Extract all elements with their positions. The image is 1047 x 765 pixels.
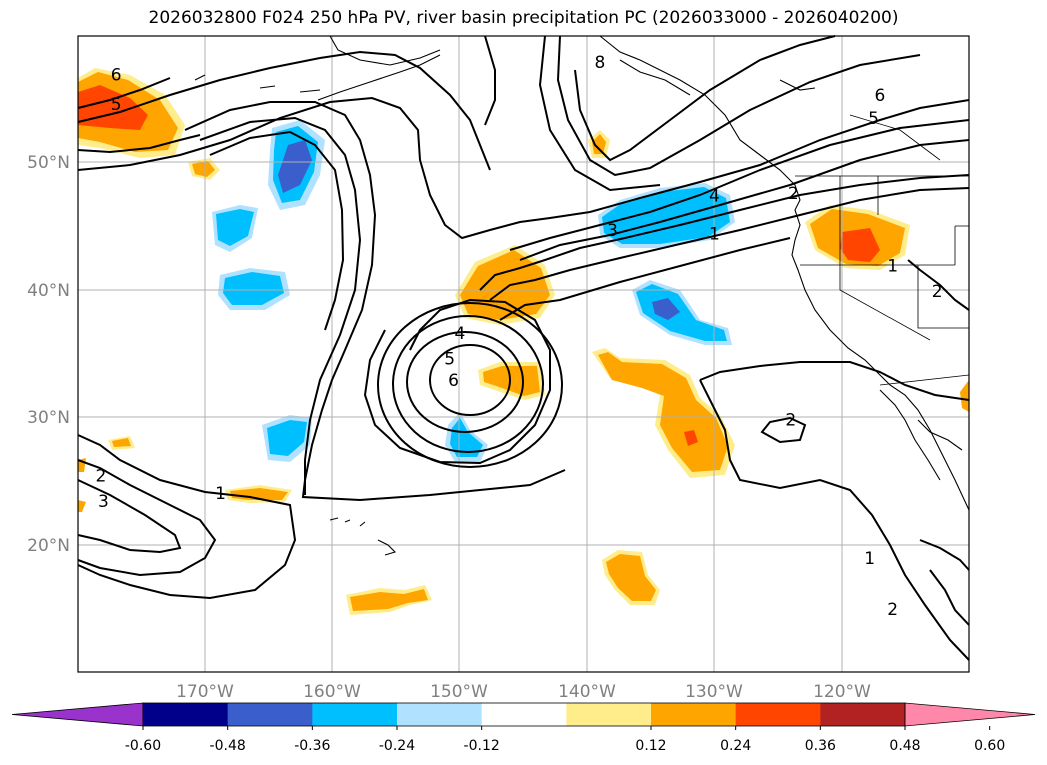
coastlines xyxy=(194,35,970,556)
map-gridlines xyxy=(78,36,969,672)
positive-anomaly-area xyxy=(112,438,131,447)
negative-anomaly-area xyxy=(216,209,254,246)
contour-label: 2 xyxy=(788,184,799,204)
contour-label: 4 xyxy=(709,187,720,207)
contour-label: 6 xyxy=(111,66,122,86)
positive-anomaly-area xyxy=(192,161,215,177)
contour-label: 1 xyxy=(864,549,875,569)
lon-label: 160°W xyxy=(303,682,361,702)
positive-anomaly-area xyxy=(78,500,86,512)
positive-anomaly-area xyxy=(684,430,698,446)
contour-label: 2 xyxy=(785,410,796,430)
pv-contours xyxy=(77,35,970,661)
map-frame xyxy=(77,35,970,673)
contour-label: 5 xyxy=(868,109,879,129)
contour-label: 6 xyxy=(874,86,885,106)
contour-label: 2 xyxy=(932,282,943,302)
longitude-labels: 170°W 160°W 150°W 140°W 130°W 120°W xyxy=(176,682,871,702)
lat-label: 50°N xyxy=(27,153,70,173)
lon-label: 140°W xyxy=(558,682,616,702)
contour-label: 8 xyxy=(594,53,605,73)
negative-anomaly-area xyxy=(636,284,727,341)
positive-anomaly-area xyxy=(840,228,880,262)
latitude-labels: 50°N 40°N 30°N 20°N xyxy=(27,153,70,556)
negative-anomaly-area xyxy=(450,418,483,457)
contour-label: 2 xyxy=(887,600,898,620)
lon-label: 130°W xyxy=(685,682,743,702)
precipitation-shading xyxy=(78,68,969,615)
positive-anomaly-area xyxy=(960,380,969,412)
contour-label: 2 xyxy=(95,466,106,486)
positive-anomaly-area xyxy=(598,352,728,472)
positive-anomaly-area xyxy=(483,366,540,396)
contour-label: 3 xyxy=(607,221,618,241)
lon-label: 150°W xyxy=(430,682,488,702)
contour-label: 4 xyxy=(454,324,465,344)
positive-anomaly-area xyxy=(460,250,550,320)
contour-label: 1 xyxy=(709,225,720,245)
contour-label: 1 xyxy=(887,257,898,277)
negative-anomaly-area xyxy=(223,272,284,305)
negative-anomaly-area xyxy=(652,298,680,320)
positive-anomaly-area xyxy=(592,134,606,154)
lat-label: 20°N xyxy=(27,536,70,556)
negative-anomaly-area xyxy=(278,140,312,193)
contour-label: 1 xyxy=(215,484,226,504)
contour-label: 5 xyxy=(111,95,122,115)
contour-label: 5 xyxy=(444,349,455,369)
chart-title: 2026032800 F024 250 hPa PV, river basin … xyxy=(148,8,899,28)
contour-label: 6 xyxy=(448,371,459,391)
contour-label: 3 xyxy=(98,492,109,512)
lat-label: 40°N xyxy=(27,281,70,301)
lon-label: 120°W xyxy=(813,682,871,702)
lon-label: 170°W xyxy=(176,682,234,702)
positive-anomaly-area xyxy=(606,554,656,601)
lat-label: 30°N xyxy=(27,408,70,428)
positive-anomaly-area xyxy=(350,589,428,611)
negative-anomaly-area xyxy=(267,420,307,456)
